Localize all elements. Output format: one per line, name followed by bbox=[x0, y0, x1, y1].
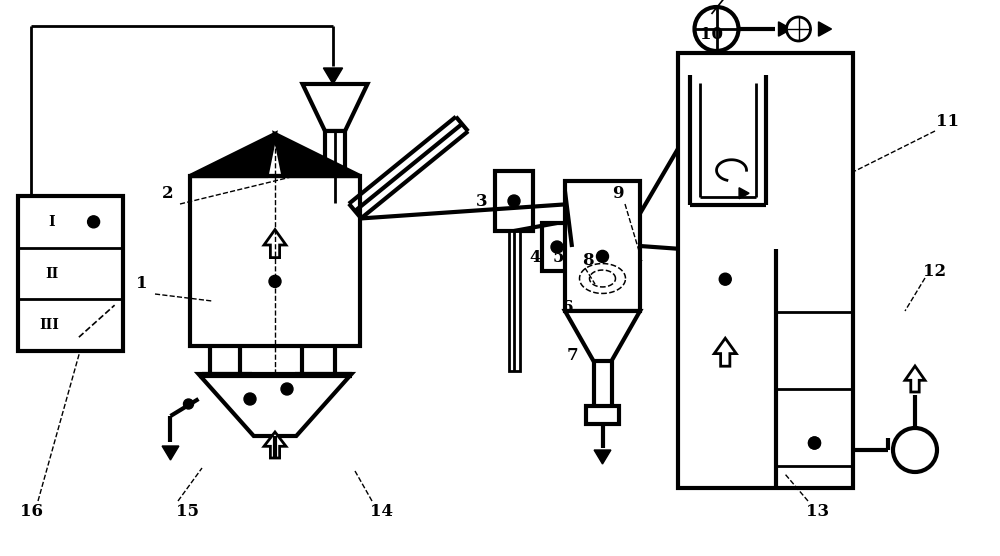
Bar bbox=[586, 406, 619, 424]
Circle shape bbox=[808, 437, 820, 449]
Polygon shape bbox=[162, 446, 179, 460]
Circle shape bbox=[551, 241, 563, 253]
Polygon shape bbox=[275, 134, 360, 176]
Polygon shape bbox=[714, 338, 736, 366]
Circle shape bbox=[508, 195, 520, 207]
Polygon shape bbox=[264, 230, 286, 257]
Circle shape bbox=[183, 399, 193, 409]
Circle shape bbox=[244, 393, 256, 405]
Text: 16: 16 bbox=[20, 503, 44, 519]
Polygon shape bbox=[302, 84, 368, 131]
Polygon shape bbox=[818, 22, 832, 36]
Polygon shape bbox=[198, 374, 352, 436]
Polygon shape bbox=[190, 134, 275, 176]
Text: 1: 1 bbox=[136, 276, 148, 292]
Bar bbox=[325, 131, 345, 203]
Bar bbox=[509, 231, 520, 371]
Circle shape bbox=[281, 383, 293, 395]
Circle shape bbox=[808, 437, 821, 449]
Text: III: III bbox=[40, 318, 59, 332]
Polygon shape bbox=[778, 22, 792, 36]
Circle shape bbox=[694, 7, 738, 51]
Text: 12: 12 bbox=[923, 262, 947, 280]
Text: 3: 3 bbox=[476, 192, 488, 210]
Text: 9: 9 bbox=[612, 186, 624, 202]
Polygon shape bbox=[594, 450, 611, 464]
Polygon shape bbox=[739, 188, 749, 198]
Text: 11: 11 bbox=[936, 112, 960, 130]
Circle shape bbox=[269, 275, 281, 287]
Circle shape bbox=[719, 273, 731, 285]
Bar bbox=[18, 196, 123, 351]
Bar bbox=[495, 171, 533, 231]
Polygon shape bbox=[264, 432, 286, 458]
Circle shape bbox=[596, 250, 608, 262]
Polygon shape bbox=[323, 68, 343, 84]
Text: 15: 15 bbox=[176, 503, 200, 519]
Circle shape bbox=[893, 428, 937, 472]
Polygon shape bbox=[905, 366, 925, 392]
Text: 4: 4 bbox=[529, 250, 541, 266]
Circle shape bbox=[88, 216, 100, 228]
Text: 7: 7 bbox=[566, 348, 578, 365]
Text: I: I bbox=[48, 215, 55, 229]
Bar bbox=[565, 181, 640, 311]
Circle shape bbox=[786, 17, 810, 41]
Text: 13: 13 bbox=[806, 503, 830, 519]
Bar bbox=[190, 176, 360, 346]
Text: 14: 14 bbox=[370, 503, 394, 519]
Text: II: II bbox=[45, 266, 58, 280]
Text: 2: 2 bbox=[162, 186, 174, 202]
Text: 10: 10 bbox=[700, 26, 724, 42]
Text: 8: 8 bbox=[582, 252, 594, 270]
Bar bbox=[542, 223, 572, 271]
Text: 6: 6 bbox=[562, 300, 574, 316]
Text: 5: 5 bbox=[552, 250, 564, 266]
Bar bbox=[678, 53, 853, 488]
Polygon shape bbox=[565, 311, 640, 361]
